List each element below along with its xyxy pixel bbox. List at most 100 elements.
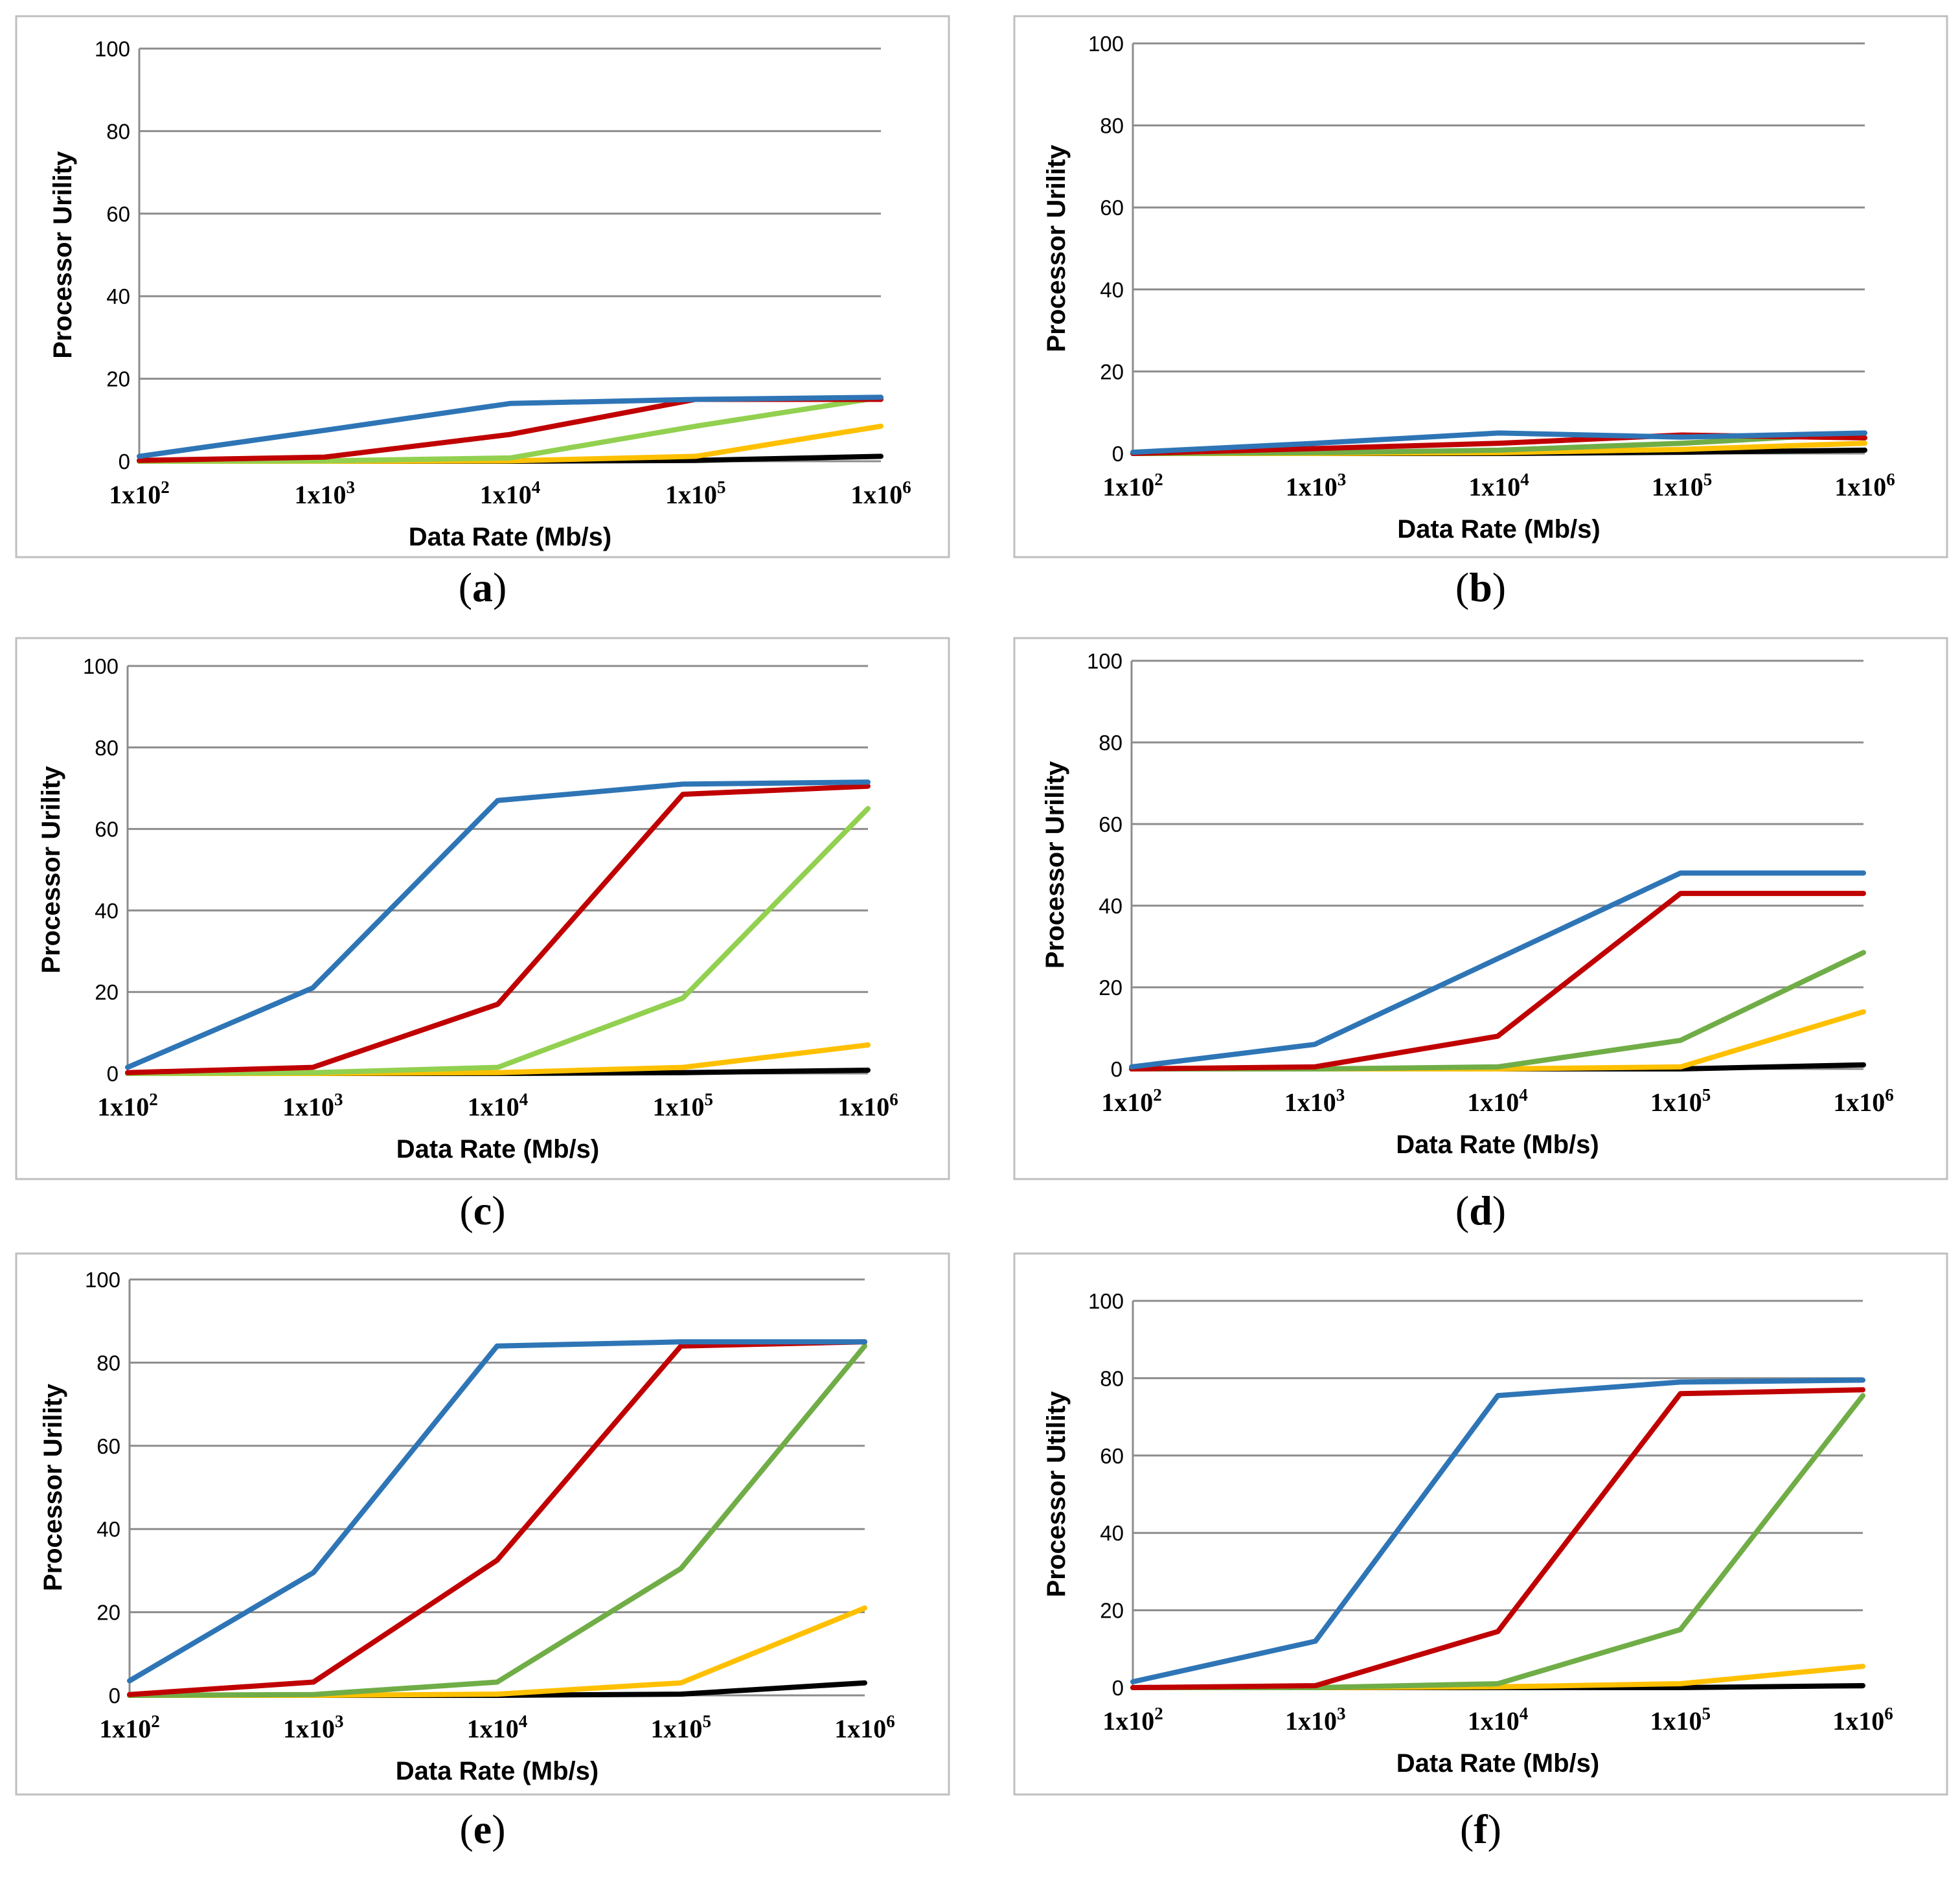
panel-f-y-tick-100: 100 xyxy=(1088,1289,1124,1313)
panel-b-x-tick-1: 1x103 xyxy=(1286,470,1347,501)
panel-c: 0 20 40 60 80 100 1x102 1x103 1x104 1x105 1x106 Dat… xyxy=(15,637,950,1180)
panel-d-y-tick-60: 60 xyxy=(1099,812,1122,836)
panel-a-y-tick-0: 0 xyxy=(119,450,130,474)
panel-f-x-tick-0: 1x102 xyxy=(1102,1704,1163,1736)
panel-c-x-tick-1: 1x103 xyxy=(282,1090,343,1121)
panel-a-x-tick-1: 1x103 xyxy=(295,477,356,509)
panel-d-x-tick-1: 1x103 xyxy=(1284,1085,1345,1117)
panel-f-x-tick-3: 1x105 xyxy=(1650,1704,1711,1736)
panel-a-y-axis-label: Processor Urility xyxy=(49,151,77,359)
panel-c-series-green-line xyxy=(125,806,871,1076)
panel-d-x-tick-2: 1x104 xyxy=(1467,1085,1528,1117)
panel-c-x-tick-0: 1x102 xyxy=(97,1090,158,1121)
panel-a-y-tick-40: 40 xyxy=(106,284,130,308)
panel-a-y-tick-60: 60 xyxy=(106,202,130,226)
panel-a-y-tick-20: 20 xyxy=(106,367,130,391)
panel-c-y-tick-60: 60 xyxy=(95,818,119,842)
panel-d-frame xyxy=(1013,637,1948,1180)
panel-e-y-tick-20: 20 xyxy=(97,1601,120,1625)
panel-d-y-tick-80: 80 xyxy=(1099,731,1122,755)
panel-e-y-tick-0: 0 xyxy=(109,1684,120,1708)
panel-f-y-tick-20: 20 xyxy=(1100,1599,1124,1623)
panel-a-x-tick-2: 1x104 xyxy=(480,477,541,509)
panel-c-y-tick-20: 20 xyxy=(95,980,119,1004)
panel-f: 0 20 40 60 80 100 1x102 1x103 1x104 1x105 1x106 Dat… xyxy=(1013,1252,1948,1796)
panel-a: 0 20 40 60 80 100 1x102 1x103 1x104 1x105 1x106 Dat… xyxy=(15,15,950,558)
panel-f-y-tick-60: 60 xyxy=(1100,1444,1124,1468)
panel-e-y-tick-80: 80 xyxy=(97,1351,120,1375)
panel-f-x-tick-2: 1x104 xyxy=(1468,1704,1529,1736)
panel-c-frame xyxy=(15,637,950,1180)
panel-e-x-axis-label: Data Rate (Mb/s) xyxy=(396,1757,598,1785)
panel-d-series-blue-line xyxy=(1129,870,1866,1070)
panel-e-y-tick-60: 60 xyxy=(97,1434,120,1458)
panel-a-y-tick-100: 100 xyxy=(95,37,130,61)
panel-b-y-tick-60: 60 xyxy=(1100,196,1124,220)
panel-b-x-tick-0: 1x102 xyxy=(1102,470,1163,501)
panel-d-y-tick-20: 20 xyxy=(1099,976,1122,1000)
panel-b-y-tick-80: 80 xyxy=(1100,114,1124,138)
panel-e-y-tick-40: 40 xyxy=(97,1517,120,1541)
panel-e: 0 20 40 60 80 100 1x102 1x103 1x104 1x105 1x106 Dat… xyxy=(15,1252,950,1796)
panel-b-y-tick-20: 20 xyxy=(1100,360,1124,384)
panel-e-x-tick-4: 1x106 xyxy=(834,1712,895,1743)
panel-d: 0 20 40 60 80 100 1x102 1x103 1x104 1x105 1x106 Dat… xyxy=(1013,637,1948,1180)
panel-b-x-tick-4: 1x106 xyxy=(1834,470,1895,501)
panel-c-x-axis-label: Data Rate (Mb/s) xyxy=(396,1135,599,1164)
panel-e-x-tick-2: 1x104 xyxy=(467,1712,528,1743)
panel-f-x-tick-4: 1x106 xyxy=(1832,1704,1893,1736)
panel-e-x-tick-1: 1x103 xyxy=(283,1712,344,1743)
panel-b: 0 20 40 60 80 100 1x102 1x103 1x104 1x105 1x106 Dat… xyxy=(1013,15,1948,558)
panel-b-x-axis-label: Data Rate (Mb/s) xyxy=(1397,515,1600,544)
panel-c-x-tick-3: 1x105 xyxy=(653,1090,714,1121)
panel-f-y-tick-80: 80 xyxy=(1100,1366,1124,1390)
panel-a-y-tick-80: 80 xyxy=(106,119,130,143)
panel-b-y-tick-40: 40 xyxy=(1100,278,1124,302)
panel-a-x-tick-0: 1x102 xyxy=(109,477,170,509)
panel-a-x-tick-3: 1x105 xyxy=(665,477,726,509)
panel-d-x-tick-0: 1x102 xyxy=(1101,1085,1162,1117)
panel-b-y-tick-100: 100 xyxy=(1088,32,1124,56)
panel-e-caption: (e) xyxy=(459,1806,505,1852)
panel-c-y-tick-80: 80 xyxy=(95,736,119,760)
panel-b-y-tick-0: 0 xyxy=(1112,442,1124,466)
panel-f-caption: (f) xyxy=(1460,1806,1501,1852)
panel-d-x-axis-label: Data Rate (Mb/s) xyxy=(1396,1130,1599,1159)
panel-c-caption: (c) xyxy=(459,1187,505,1233)
panel-d-x-tick-3: 1x105 xyxy=(1650,1085,1711,1117)
panel-a-series-blue-line xyxy=(137,395,883,459)
panel-f-y-tick-0: 0 xyxy=(1112,1676,1124,1700)
panel-b-x-tick-3: 1x105 xyxy=(1652,470,1713,501)
panel-d-y-tick-100: 100 xyxy=(1087,649,1122,673)
panel-e-x-tick-3: 1x105 xyxy=(651,1712,712,1743)
panel-f-series-red-line xyxy=(1130,1387,1865,1690)
panel-e-x-tick-0: 1x102 xyxy=(99,1712,160,1743)
panel-b-frame xyxy=(1013,15,1948,558)
panel-e-series-red-line xyxy=(127,1339,867,1697)
panel-d-y-tick-40: 40 xyxy=(1099,894,1122,918)
panel-f-x-tick-1: 1x103 xyxy=(1285,1704,1346,1736)
panel-f-frame xyxy=(1013,1252,1948,1796)
panel-e-series-green-line xyxy=(127,1343,867,1698)
panel-d-y-axis-label: Processor Urility xyxy=(1041,761,1069,969)
panel-f-y-axis-label: Processor Utility xyxy=(1042,1391,1071,1598)
panel-c-series-blue-line xyxy=(125,779,871,1070)
panel-e-series-blue-line xyxy=(127,1339,867,1684)
panel-c-y-tick-0: 0 xyxy=(107,1062,119,1086)
panel-b-x-tick-2: 1x104 xyxy=(1468,470,1529,501)
panel-b-series-blue-line xyxy=(1130,430,1867,455)
panel-c-y-axis-label: Processor Urility xyxy=(37,766,65,974)
panel-a-frame xyxy=(15,15,950,558)
panel-c-y-tick-40: 40 xyxy=(95,899,119,923)
panel-f-x-axis-label: Data Rate (Mb/s) xyxy=(1396,1749,1599,1778)
panel-f-series-blue-line xyxy=(1130,1377,1865,1684)
panel-d-series-red-line xyxy=(1129,891,1866,1072)
panel-a-x-axis-label: Data Rate (Mb/s) xyxy=(409,523,611,551)
panel-c-x-tick-4: 1x106 xyxy=(838,1090,898,1121)
panel-b-caption: (b) xyxy=(1455,564,1506,610)
panel-c-series-red-line xyxy=(125,783,871,1075)
panel-b-y-axis-label: Processor Urility xyxy=(1042,144,1071,352)
panel-d-y-tick-0: 0 xyxy=(1111,1057,1122,1081)
panel-d-caption: (d) xyxy=(1455,1187,1506,1233)
